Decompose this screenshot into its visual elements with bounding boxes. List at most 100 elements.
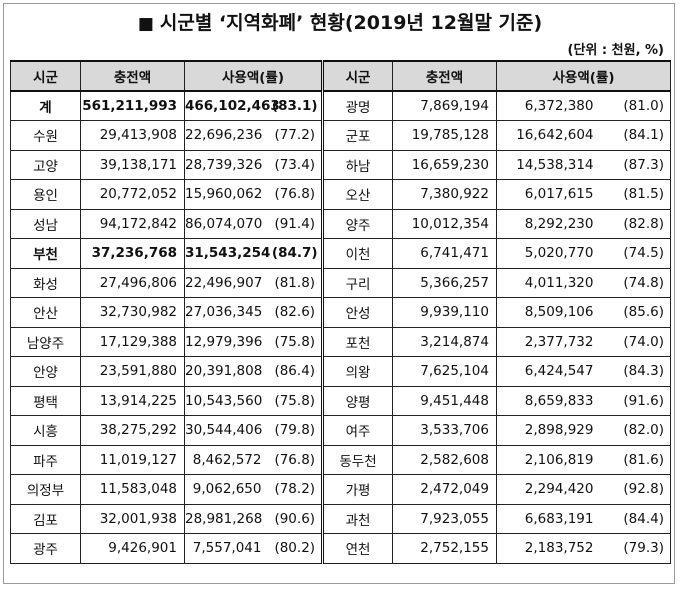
usage-rate-cell: (79.8) (268, 415, 324, 446)
usage-amount-cell: 12,979,396 (184, 326, 269, 357)
unit-note: (단위 : 천원, %) (567, 43, 664, 58)
table-row: 성남 94,172,842 86,074,070 (91.4) 양주 10,012,354… (10, 208, 671, 239)
usage-rate-cell: (74.5) (600, 238, 671, 269)
title-text: 시군별 ‘지역화폐’ 현황(2019년 12월말 기준) (159, 12, 543, 34)
region-name-cell: 계 (10, 90, 81, 121)
usage-rate-cell: (82.6) (268, 297, 324, 328)
charge-amount-cell: 37,236,768 (80, 238, 185, 269)
usage-rate-cell: (81.8) (268, 267, 324, 298)
charge-amount-cell: 10,012,354 (392, 208, 497, 239)
region-name-cell: 안양 (10, 356, 81, 387)
region-name-cell: 화성 (10, 267, 81, 298)
usage-rate-cell: (86.4) (268, 356, 324, 387)
usage-rate-cell: (75.8) (268, 326, 324, 357)
usage-rate-cell: (84.3) (600, 356, 671, 387)
charge-amount-cell: 23,591,880 (80, 356, 185, 387)
region-name-cell: 이천 (322, 238, 393, 269)
usage-amount-cell: 6,017,615 (496, 179, 601, 210)
table-row: 시흥 38,275,292 30,544,406 (79.8) 여주 3,533,706 2… (10, 415, 671, 446)
region-name-cell: 김포 (10, 503, 81, 534)
usage-amount-cell: 15,960,062 (184, 179, 269, 210)
regional-currency-table: 시군 충전액 사용액(률) 시군 충전액 사용액(률) 계 561,211,993… (10, 60, 671, 564)
usage-rate-cell: (84.1) (600, 120, 671, 151)
usage-amount-cell: 28,739,326 (184, 149, 269, 180)
usage-amount-cell: 4,011,320 (496, 267, 601, 298)
charge-amount-cell: 27,496,806 (80, 267, 185, 298)
header-usage-left: 사용액(률) (184, 60, 324, 92)
usage-amount-cell: 14,538,314 (496, 149, 601, 180)
usage-rate-cell: (91.6) (600, 385, 671, 416)
usage-amount-cell: 20,391,808 (184, 356, 269, 387)
title-square-bullet: ■ (137, 14, 154, 34)
charge-amount-cell: 7,923,055 (392, 503, 497, 534)
usage-amount-cell: 27,036,345 (184, 297, 269, 328)
usage-amount-cell: 6,424,547 (496, 356, 601, 387)
table-header-row: 시군 충전액 사용액(률) 시군 충전액 사용액(률) (10, 60, 671, 92)
charge-amount-cell: 7,869,194 (392, 90, 497, 121)
usage-amount-cell: 2,377,732 (496, 326, 601, 357)
usage-amount-cell: 30,544,406 (184, 415, 269, 446)
table-row: 파주 11,019,127 8,462,572 (76.8) 동두천 2,582,608 2… (10, 444, 671, 475)
charge-amount-cell: 2,472,049 (392, 474, 497, 505)
region-name-cell: 광명 (322, 90, 393, 121)
usage-rate-cell: (74.8) (600, 267, 671, 298)
usage-rate-cell: (85.6) (600, 297, 671, 328)
table-row: 용인 20,772,052 15,960,062 (76.8) 오산 7,380,922 6… (10, 179, 671, 210)
usage-amount-cell: 8,462,572 (184, 444, 269, 475)
region-name-cell: 남양주 (10, 326, 81, 357)
charge-amount-cell: 561,211,993 (80, 90, 185, 121)
usage-rate-cell: (78.2) (268, 474, 324, 505)
charge-amount-cell: 19,785,128 (392, 120, 497, 151)
region-name-cell: 양평 (322, 385, 393, 416)
charge-amount-cell: 11,019,127 (80, 444, 185, 475)
charge-amount-cell: 16,659,230 (392, 149, 497, 180)
table-row: 화성 27,496,806 22,496,907 (81.8) 구리 5,366,257 4… (10, 267, 671, 298)
usage-amount-cell: 86,074,070 (184, 208, 269, 239)
document-frame (3, 3, 675, 584)
usage-rate-cell: (76.8) (268, 444, 324, 475)
table-row: 안산 32,730,982 27,036,345 (82.6) 안성 9,939,110 8… (10, 297, 671, 328)
usage-amount-cell: 10,543,560 (184, 385, 269, 416)
usage-amount-cell: 8,509,106 (496, 297, 601, 328)
charge-amount-cell: 94,172,842 (80, 208, 185, 239)
region-name-cell: 연천 (322, 533, 393, 564)
usage-amount-cell: 2,294,420 (496, 474, 601, 505)
region-name-cell: 광주 (10, 533, 81, 564)
region-name-cell: 오산 (322, 179, 393, 210)
table-row: 계 561,211,993 466,102,463 (83.1) 광명 7,869,194… (10, 90, 671, 121)
charge-amount-cell: 20,772,052 (80, 179, 185, 210)
charge-amount-cell: 9,426,901 (80, 533, 185, 564)
charge-amount-cell: 39,138,171 (80, 149, 185, 180)
region-name-cell: 동두천 (322, 444, 393, 475)
region-name-cell: 안산 (10, 297, 81, 328)
table-row: 평택 13,914,225 10,543,560 (75.8) 양평 9,451,448 8… (10, 385, 671, 416)
header-usage-right: 사용액(률) (496, 60, 671, 92)
charge-amount-cell: 3,214,874 (392, 326, 497, 357)
usage-amount-cell: 22,496,907 (184, 267, 269, 298)
usage-rate-cell: (84.4) (600, 503, 671, 534)
region-name-cell: 양주 (322, 208, 393, 239)
region-name-cell: 의정부 (10, 474, 81, 505)
usage-rate-cell: (90.6) (268, 503, 324, 534)
usage-amount-cell: 22,696,236 (184, 120, 269, 151)
region-name-cell: 시흥 (10, 415, 81, 446)
usage-rate-cell: (83.1) (268, 90, 324, 121)
usage-rate-cell: (81.6) (600, 444, 671, 475)
region-name-cell: 고양 (10, 149, 81, 180)
usage-amount-cell: 7,557,041 (184, 533, 269, 564)
charge-amount-cell: 11,583,048 (80, 474, 185, 505)
usage-rate-cell: (91.4) (268, 208, 324, 239)
charge-amount-cell: 13,914,225 (80, 385, 185, 416)
charge-amount-cell: 2,582,608 (392, 444, 497, 475)
usage-rate-cell: (92.8) (600, 474, 671, 505)
usage-amount-cell: 2,183,752 (496, 533, 601, 564)
charge-amount-cell: 17,129,388 (80, 326, 185, 357)
table-row: 부천 37,236,768 31,543,254 (84.7) 이천 6,741,471 5… (10, 238, 671, 269)
usage-amount-cell: 5,020,770 (496, 238, 601, 269)
usage-rate-cell: (76.8) (268, 179, 324, 210)
region-name-cell: 군포 (322, 120, 393, 151)
region-name-cell: 구리 (322, 267, 393, 298)
charge-amount-cell: 2,752,155 (392, 533, 497, 564)
usage-rate-cell: (81.0) (600, 90, 671, 121)
table-row: 안양 23,591,880 20,391,808 (86.4) 의왕 7,625,104 6… (10, 356, 671, 387)
